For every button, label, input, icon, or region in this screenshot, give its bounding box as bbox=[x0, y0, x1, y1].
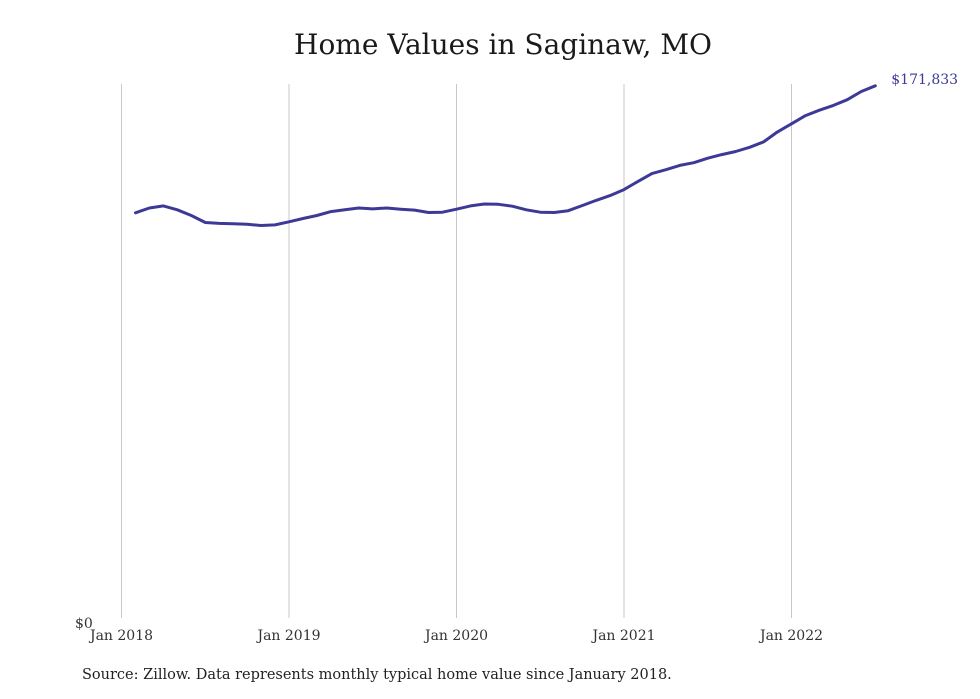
x-tick-label: Jan 2020 bbox=[423, 628, 488, 644]
home-value-line bbox=[134, 84, 877, 227]
chart-title: Home Values in Saginaw, MO bbox=[294, 28, 712, 61]
latest-value-label: $171,833 bbox=[891, 72, 958, 88]
y-tick-labels: $0 bbox=[75, 616, 93, 632]
x-tick-label: Jan 2021 bbox=[590, 628, 655, 644]
x-tick-label: Jan 2018 bbox=[88, 628, 153, 644]
vertical-gridlines bbox=[121, 84, 792, 618]
x-tick-label: Jan 2019 bbox=[255, 628, 320, 644]
x-tick-label: Jan 2022 bbox=[758, 628, 823, 644]
y-tick-label: $0 bbox=[75, 616, 93, 632]
x-tick-labels: Jan 2018 Jan 2019 Jan 2020 Jan 2021 Jan 2022 bbox=[88, 628, 823, 644]
source-note: Source: Zillow. Data represents monthly … bbox=[82, 667, 672, 683]
